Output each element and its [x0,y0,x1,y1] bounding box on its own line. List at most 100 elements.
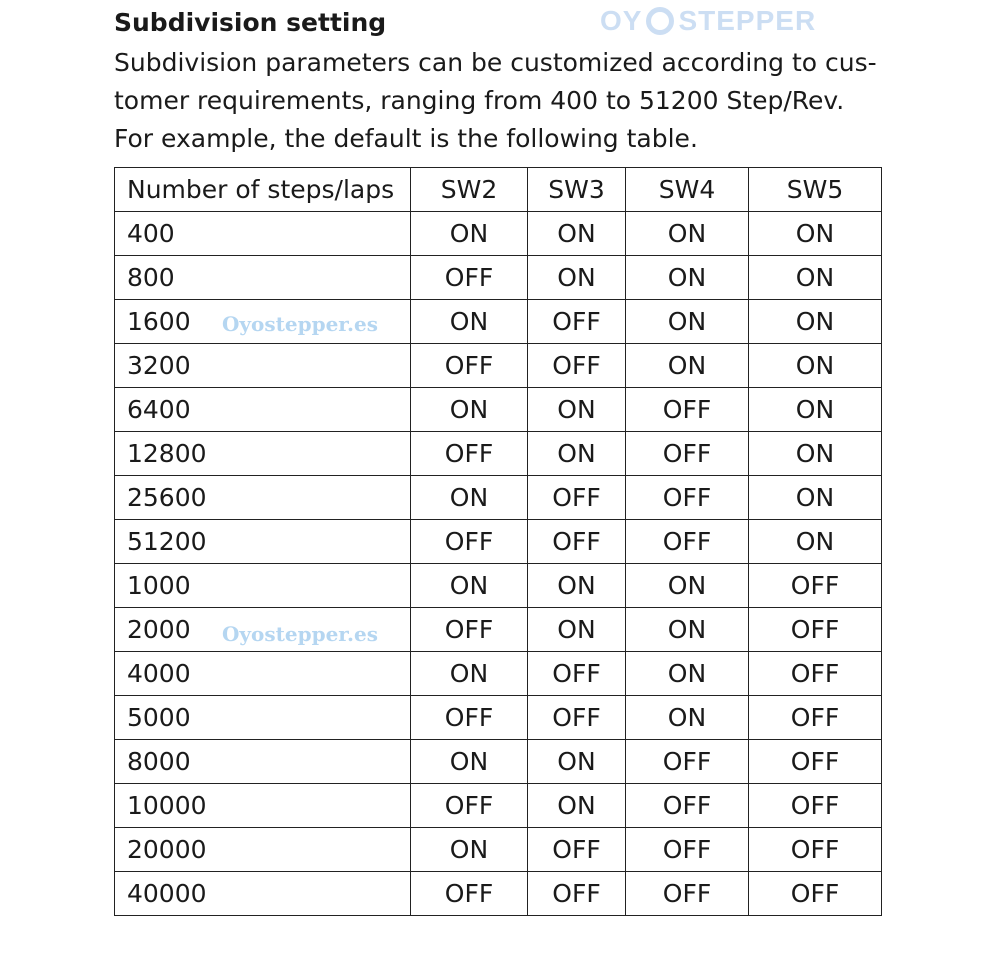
table-row: 51200 OFF OFF OFF ON [114,519,882,564]
table-row: 3200 OFF OFF ON ON [114,343,882,388]
switch-cell: SW5 [748,167,882,212]
switch-cell: OFF [748,827,882,872]
switch-cell: ON [748,431,882,476]
gear-icon [646,7,675,35]
switch-cell: OFF [527,695,626,740]
switch-cell: ON [527,255,626,300]
section-title: Subdivision setting [114,8,387,37]
steps-cell: 5000 [114,695,411,740]
watermark-logo-right: STEPPER [678,5,817,36]
switch-cell: OFF [748,695,882,740]
switch-cell: ON [625,695,749,740]
switch-cell: OFF [625,519,749,564]
table-row: 10000 OFF ON OFF OFF [114,783,882,828]
switch-cell: OFF [527,343,626,388]
switch-cell: ON [410,563,528,608]
switch-cell: ON [748,211,882,256]
switch-cell: ON [527,563,626,608]
table-row: 800 OFF ON ON ON [114,255,882,300]
switch-cell: OFF [527,299,626,344]
watermark-logo: OY STEPPER [600,4,816,38]
switch-cell: OFF [410,871,528,916]
switch-cell: ON [527,607,626,652]
steps-cell: 12800 [114,431,411,476]
switch-cell: ON [527,739,626,784]
description: Subdivision parameters can be customized… [114,44,904,158]
steps-cell: 400 [114,211,411,256]
table-row: 6400 ON ON OFF ON [114,387,882,432]
table-row: 8000 ON ON OFF OFF [114,739,882,784]
switch-cell: OFF [527,827,626,872]
switch-cell: ON [410,739,528,784]
switch-cell: ON [527,211,626,256]
steps-cell: 25600 [114,475,411,520]
switch-cell: OFF [410,783,528,828]
subdivision-table: Number of steps/laps SW2 SW3 SW4 SW5 400 ON ON O… [114,167,882,916]
switch-cell: ON [748,299,882,344]
switch-cell: OFF [527,519,626,564]
steps-cell: 3200 [114,343,411,388]
switch-cell: OFF [748,651,882,696]
switch-cell: OFF [748,871,882,916]
switch-cell: ON [410,211,528,256]
switch-cell: ON [527,387,626,432]
switch-cell: ON [410,475,528,520]
switch-cell: ON [527,783,626,828]
switch-cell: ON [748,387,882,432]
switch-cell: OFF [625,387,749,432]
table-row: 5000 OFF OFF ON OFF [114,695,882,740]
steps-cell: 51200 [114,519,411,564]
switch-cell: OFF [748,607,882,652]
switch-cell: OFF [625,871,749,916]
steps-cell: 1000 [114,563,411,608]
switch-cell: OFF [625,475,749,520]
switch-cell: ON [748,255,882,300]
switch-cell: OFF [410,431,528,476]
switch-cell: OFF [748,739,882,784]
switch-cell: ON [625,607,749,652]
switch-cell: OFF [625,827,749,872]
switch-cell: ON [625,211,749,256]
switch-cell: SW2 [410,167,528,212]
switch-cell: ON [625,343,749,388]
steps-cell: 6400 [114,387,411,432]
switch-cell: ON [625,563,749,608]
steps-cell: 4000 [114,651,411,696]
table-row: 2000 OFF ON ON OFF [114,607,882,652]
steps-cell: 2000 [114,607,411,652]
switch-cell: OFF [410,607,528,652]
steps-cell: 1600 [114,299,411,344]
steps-cell: 800 [114,255,411,300]
switch-cell: ON [748,343,882,388]
steps-cell: 40000 [114,871,411,916]
steps-cell: 10000 [114,783,411,828]
steps-cell: 20000 [114,827,411,872]
switch-cell: OFF [748,563,882,608]
description-line: tomer requirements, ranging from 400 to … [114,86,845,115]
switch-cell: ON [625,651,749,696]
switch-cell: ON [410,387,528,432]
switch-cell: OFF [527,651,626,696]
switch-cell: OFF [527,871,626,916]
table-row: 4000 ON OFF ON OFF [114,651,882,696]
switch-cell: ON [410,299,528,344]
switch-cell: OFF [625,431,749,476]
description-line: Subdivision parameters can be customized… [114,48,877,77]
table-row: 20000 ON OFF OFF OFF [114,827,882,872]
switch-cell: ON [410,827,528,872]
switch-cell: OFF [625,783,749,828]
switch-cell: ON [748,475,882,520]
table-row: 25600 ON OFF OFF ON [114,475,882,520]
steps-cell: Number of steps/laps [114,167,411,212]
table-row: 1000 ON ON ON OFF [114,563,882,608]
description-line: For example, the default is the followin… [114,124,698,153]
switch-cell: SW4 [625,167,749,212]
switch-cell: ON [625,299,749,344]
table-header-row: Number of steps/laps SW2 SW3 SW4 SW5 [114,167,882,212]
switch-cell: SW3 [527,167,626,212]
switch-cell: ON [410,651,528,696]
switch-cell: OFF [410,255,528,300]
steps-cell: 8000 [114,739,411,784]
table-row: 40000 OFF OFF OFF OFF [114,871,882,916]
switch-cell: ON [527,431,626,476]
